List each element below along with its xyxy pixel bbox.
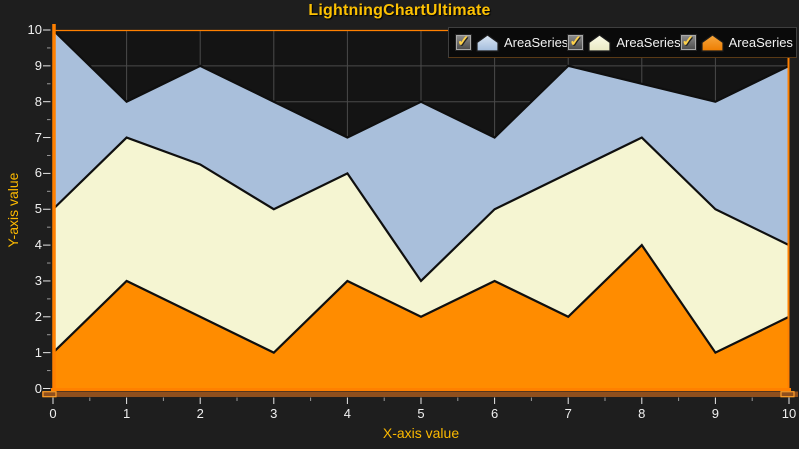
x-tick-label: 7: [564, 405, 572, 421]
y-tick-label: 3: [34, 272, 42, 288]
y-tick-label: 2: [34, 308, 42, 324]
y-tick-label: 1: [34, 344, 42, 360]
legend-series-label: AreaSeries: [616, 35, 681, 50]
checkmark-icon: ✓: [681, 33, 695, 50]
x-tick-label: 5: [417, 405, 425, 421]
x-tick-label: 10: [781, 405, 797, 421]
x-tick-label: 4: [343, 405, 351, 421]
scrollbar-left-handle[interactable]: [42, 391, 57, 398]
x-tick-label: 6: [490, 405, 499, 421]
area-series-1-line: [52, 29, 790, 139]
area-series-icon: [476, 33, 499, 52]
x-tick-label: 0: [49, 405, 57, 421]
y-tick-label: 4: [34, 237, 42, 253]
x-tick-label: 2: [196, 405, 204, 421]
area-series-2-line: [52, 136, 790, 283]
x-tick-label: 1: [122, 405, 131, 421]
legend-checkbox-2[interactable]: ✓: [567, 33, 585, 51]
y-tick-label: 8: [34, 93, 42, 109]
chart-title: LightningChartUltimate: [308, 2, 491, 19]
x-axis-label: X-axis value: [382, 425, 460, 441]
checkmark-icon: ✓: [569, 33, 582, 50]
x-tick-label: 9: [711, 405, 719, 421]
legend-item-3[interactable]: ✓ AreaSeries: [679, 33, 793, 52]
y-axis-label: Y-axis value: [5, 172, 21, 248]
y-tick-label: 6: [34, 165, 42, 181]
checkmark-icon: ✓: [457, 33, 470, 50]
legend-item-2[interactable]: ✓ AreaSeries: [567, 33, 681, 52]
y-tick-label: 7: [34, 129, 42, 145]
legend-series-label: AreaSeries: [504, 35, 569, 50]
area-series-icon: [588, 33, 611, 52]
x-axis-scrollbar[interactable]: [42, 391, 798, 398]
legend: ✓ AreaSeries ✓ AreaSeries ✓ AreaSeries: [448, 27, 797, 58]
x-tick-label: 8: [638, 405, 646, 421]
y-tick-label: 0: [34, 380, 42, 396]
area-series-3-line: [52, 243, 790, 355]
legend-checkbox-1[interactable]: ✓: [455, 33, 472, 51]
legend-series-label: AreaSeries: [728, 35, 793, 50]
scrollbar-right-handle[interactable]: [780, 391, 795, 398]
legend-checkbox-3[interactable]: ✓: [679, 33, 697, 51]
y-tick-label: 5: [34, 201, 42, 217]
legend-item-1[interactable]: ✓ AreaSeries: [455, 33, 569, 52]
y-tick-label: 10: [27, 22, 42, 37]
x-tick-label: 3: [270, 405, 278, 421]
area-series-icon: [701, 33, 724, 52]
y-tick-label: 9: [34, 57, 42, 73]
